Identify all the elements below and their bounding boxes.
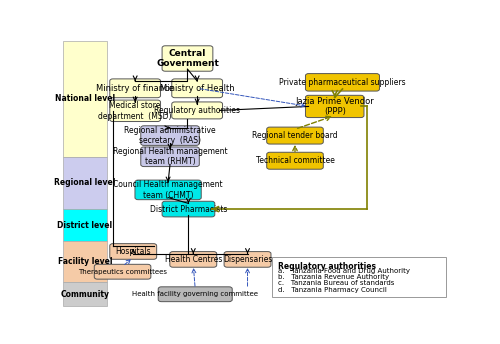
Text: Hospitals: Hospitals	[116, 247, 151, 256]
Text: c.   Tanzania Bureau of standards: c. Tanzania Bureau of standards	[278, 280, 394, 287]
FancyBboxPatch shape	[62, 41, 107, 157]
Text: Ministry of finance: Ministry of finance	[96, 84, 174, 93]
FancyBboxPatch shape	[172, 102, 222, 119]
Text: Jazia Prime Vendor
(PPP): Jazia Prime Vendor (PPP)	[296, 97, 374, 116]
Text: Regulatory authorities: Regulatory authorities	[154, 106, 240, 115]
Text: b.   Tanzania Revenue Authority: b. Tanzania Revenue Authority	[278, 274, 388, 280]
Text: Therapeutics committees: Therapeutics committees	[78, 269, 167, 275]
Text: Regional tender board: Regional tender board	[252, 131, 338, 140]
FancyBboxPatch shape	[62, 209, 107, 241]
FancyBboxPatch shape	[62, 157, 107, 209]
FancyBboxPatch shape	[266, 127, 324, 144]
FancyBboxPatch shape	[141, 147, 200, 166]
Text: Ministry of Health: Ministry of Health	[160, 84, 234, 93]
Text: Health Centres: Health Centres	[164, 255, 222, 264]
Text: District level: District level	[57, 221, 112, 230]
FancyBboxPatch shape	[170, 251, 216, 267]
FancyBboxPatch shape	[162, 201, 215, 217]
Text: Health facility governing committee: Health facility governing committee	[132, 291, 258, 297]
FancyBboxPatch shape	[306, 74, 380, 91]
Text: District Pharmacists: District Pharmacists	[150, 205, 227, 214]
Text: Facility level: Facility level	[58, 257, 112, 266]
Text: Regional Health management
team (RHMT): Regional Health management team (RHMT)	[112, 147, 228, 166]
Text: Central
Government: Central Government	[156, 49, 219, 68]
Text: Regulatory authorities: Regulatory authorities	[278, 262, 376, 271]
Text: d.   Tanzania Pharmacy Council: d. Tanzania Pharmacy Council	[278, 287, 386, 293]
FancyBboxPatch shape	[272, 257, 446, 297]
Text: Community: Community	[60, 290, 110, 299]
Text: Technical committee: Technical committee	[256, 156, 334, 165]
Text: Medical store
department  (MSD): Medical store department (MSD)	[98, 101, 172, 120]
FancyBboxPatch shape	[135, 180, 201, 200]
Text: Regional level: Regional level	[54, 179, 116, 187]
FancyBboxPatch shape	[110, 244, 156, 259]
Text: Dispensaries: Dispensaries	[223, 255, 272, 264]
FancyBboxPatch shape	[306, 95, 364, 118]
FancyBboxPatch shape	[62, 241, 107, 282]
Text: National level: National level	[54, 94, 115, 104]
Text: Private pharmaceutical suppliers: Private pharmaceutical suppliers	[279, 78, 406, 87]
FancyBboxPatch shape	[266, 152, 324, 169]
FancyBboxPatch shape	[141, 126, 200, 146]
FancyBboxPatch shape	[94, 264, 151, 279]
FancyBboxPatch shape	[224, 251, 271, 267]
Text: Council Health management
team (CHMT): Council Health management team (CHMT)	[114, 180, 223, 200]
FancyBboxPatch shape	[110, 100, 160, 121]
FancyBboxPatch shape	[62, 282, 107, 306]
Text: a.   Tanzania Food and Drug Authority: a. Tanzania Food and Drug Authority	[278, 268, 409, 274]
Text: Regional administrative
secretary  (RAS): Regional administrative secretary (RAS)	[124, 126, 216, 145]
FancyBboxPatch shape	[162, 46, 213, 71]
FancyBboxPatch shape	[158, 287, 232, 302]
FancyBboxPatch shape	[110, 79, 160, 98]
FancyBboxPatch shape	[172, 79, 222, 98]
